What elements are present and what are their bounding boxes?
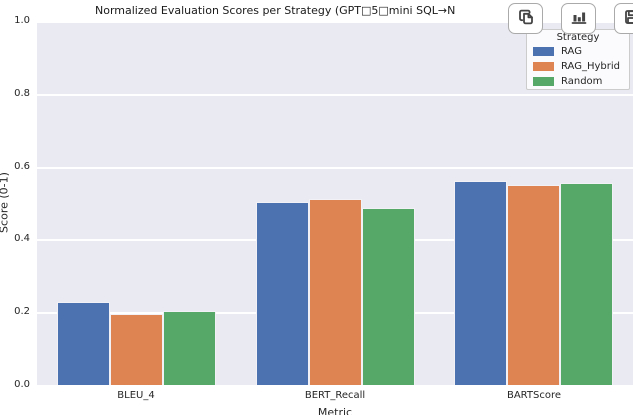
legend-swatch	[533, 77, 554, 86]
y-tick-label: 0.0	[14, 379, 30, 390]
bar-Random-BARTScore	[560, 183, 613, 385]
chart-title: Normalized Evaluation Scores per Strateg…	[95, 4, 456, 17]
bar-RAG-BERT_Recall	[256, 202, 309, 385]
y-tick-label: 0.2	[14, 306, 30, 318]
bar-Random-BLEU_4	[163, 311, 216, 385]
gridline	[37, 166, 633, 169]
bar-chart-icon	[570, 8, 588, 30]
y-tick-label: 0.6	[14, 160, 30, 172]
bar-RAG_Hybrid-BLEU_4	[110, 314, 163, 385]
gridline	[37, 21, 633, 23]
chart-button[interactable]	[561, 3, 596, 34]
legend-entry-RAG: RAG	[527, 44, 629, 59]
save-button[interactable]	[614, 3, 633, 34]
legend-title: Strategy	[556, 32, 600, 43]
x-tick-label: BLEU_4	[117, 390, 155, 401]
legend-label: RAG	[561, 46, 582, 57]
copy-icon	[517, 8, 535, 30]
y-axis-label: Score (0-1)	[0, 172, 11, 233]
y-tick-label: 1.0	[14, 15, 30, 26]
legend-label: Random	[561, 76, 603, 87]
legend-swatch	[533, 62, 554, 71]
save-icon	[623, 8, 633, 30]
bar-Random-BERT_Recall	[362, 208, 415, 385]
x-tick-label: BERT_Recall	[304, 390, 366, 401]
x-axis-label: Metric	[317, 406, 353, 415]
legend-label: RAG_Hybrid	[561, 61, 620, 72]
bar-RAG_Hybrid-BARTScore	[507, 185, 560, 385]
legend-swatch	[533, 47, 554, 56]
bar-RAG-BLEU_4	[57, 302, 110, 385]
y-tick-label: 0.8	[14, 87, 30, 99]
bar-RAG-BARTScore	[454, 181, 507, 385]
y-tick-label: 0.4	[14, 233, 30, 245]
legend-entry-RAG_Hybrid: RAG_Hybrid	[527, 59, 629, 74]
x-tick-label: BARTScore	[506, 390, 562, 401]
copy-button[interactable]	[508, 3, 543, 34]
legend-entry-Random: Random	[527, 74, 629, 89]
legend: Strategy RAG RAG_Hybrid Random	[526, 29, 630, 90]
gridline	[37, 93, 633, 96]
bar-RAG_Hybrid-BERT_Recall	[309, 199, 362, 385]
